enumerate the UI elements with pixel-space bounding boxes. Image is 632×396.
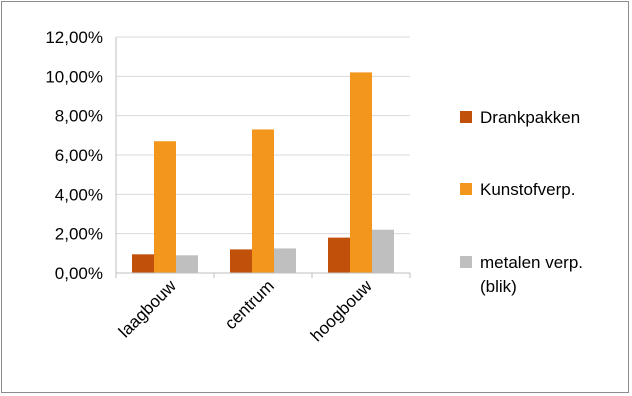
x-tick-label: hoogbouw xyxy=(307,276,376,345)
bar-hoogbouw-0 xyxy=(328,237,350,273)
bar-centrum-0 xyxy=(230,249,252,273)
legend: Drankpakken Kunstofverp. metalen verp. (bli… xyxy=(460,108,583,296)
y-tick-label: 2,00% xyxy=(55,225,103,244)
bar-centrum-1 xyxy=(252,129,274,273)
x-tick-label: laagbouw xyxy=(115,276,180,341)
bar-laagbouw-2 xyxy=(176,255,198,273)
y-tick-label: 8,00% xyxy=(55,107,103,126)
legend-label: metalen verp. xyxy=(480,253,583,272)
bars xyxy=(132,72,394,274)
legend-swatch xyxy=(460,256,472,268)
y-axis: 0,00% 2,00% 4,00% 6,00% 8,00% 10,00% 12,00% xyxy=(45,28,117,283)
legend-label: Drankpakken xyxy=(480,108,580,127)
legend-label: Kunstofverp. xyxy=(480,180,575,199)
y-tick-label: 12,00% xyxy=(45,28,103,47)
bar-hoogbouw-2 xyxy=(372,229,394,273)
y-tick-label: 4,00% xyxy=(55,185,103,204)
bar-hoogbouw-1 xyxy=(350,72,372,274)
legend-swatch xyxy=(460,183,472,195)
bar-laagbouw-0 xyxy=(132,254,154,273)
y-tick-label: 0,00% xyxy=(55,264,103,283)
y-tick-label: 10,00% xyxy=(45,67,103,86)
x-axis: laagbouw centrum hoogbouw xyxy=(115,272,411,345)
x-tick-label: centrum xyxy=(221,276,278,333)
y-tick-label: 6,00% xyxy=(55,146,103,165)
legend-label: (blik) xyxy=(480,277,517,296)
legend-swatch xyxy=(460,111,472,123)
bar-centrum-2 xyxy=(274,248,296,273)
bar-laagbouw-1 xyxy=(154,141,176,273)
